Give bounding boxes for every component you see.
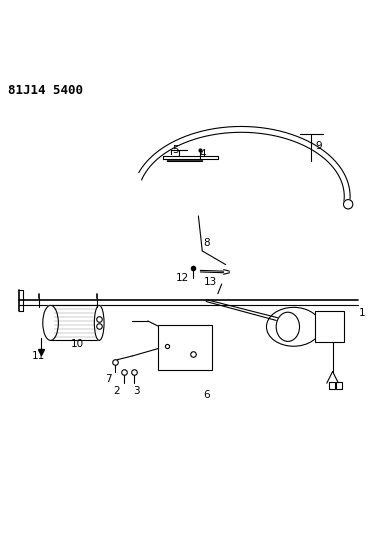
- Ellipse shape: [266, 308, 321, 346]
- FancyBboxPatch shape: [158, 325, 212, 369]
- Text: 2: 2: [113, 386, 120, 396]
- Text: 8: 8: [203, 238, 210, 248]
- FancyBboxPatch shape: [315, 311, 344, 342]
- Text: 5: 5: [172, 145, 179, 155]
- Ellipse shape: [276, 312, 300, 341]
- Text: 1: 1: [358, 308, 365, 318]
- Text: 4: 4: [199, 149, 206, 159]
- Bar: [329, 382, 335, 389]
- Text: 9: 9: [315, 141, 322, 151]
- Text: 12: 12: [176, 273, 189, 283]
- Polygon shape: [163, 156, 218, 159]
- Text: 3: 3: [133, 386, 140, 396]
- Ellipse shape: [43, 305, 58, 341]
- Circle shape: [343, 199, 353, 209]
- Text: 6: 6: [203, 390, 210, 400]
- Text: 81J14 5400: 81J14 5400: [8, 84, 83, 96]
- Text: 11: 11: [32, 351, 46, 361]
- Bar: [336, 382, 342, 389]
- Ellipse shape: [95, 305, 104, 341]
- Text: 13: 13: [203, 277, 217, 287]
- Text: 7: 7: [105, 374, 112, 384]
- Text: 10: 10: [71, 340, 84, 349]
